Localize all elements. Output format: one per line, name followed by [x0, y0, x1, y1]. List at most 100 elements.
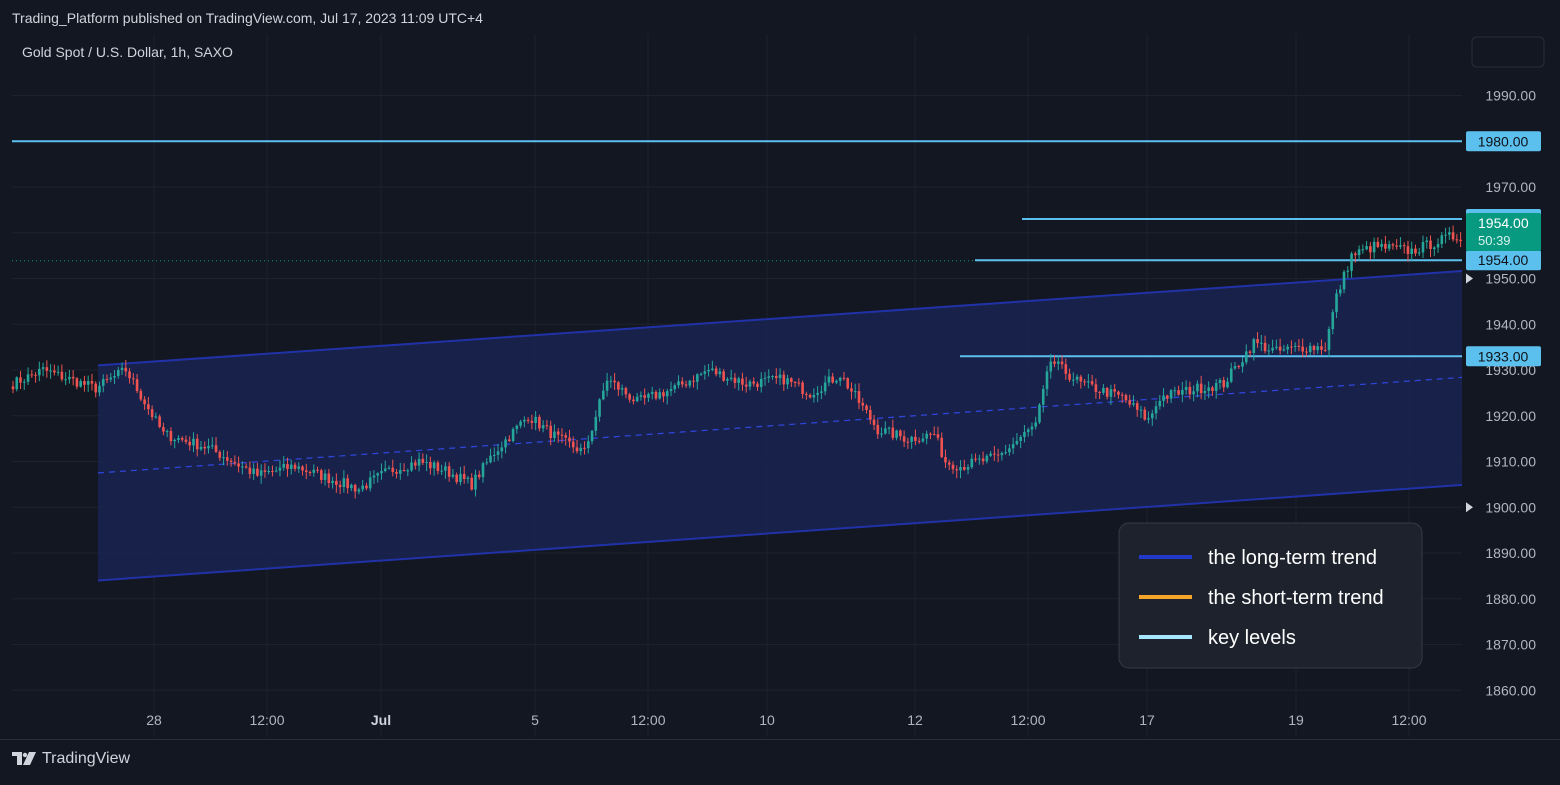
candle-body: [993, 453, 996, 455]
candle-body: [959, 467, 962, 471]
candle-body: [492, 454, 496, 456]
candle-body: [1041, 389, 1045, 405]
candle-body: [210, 445, 214, 447]
candle-body: [857, 391, 861, 403]
candle-body: [620, 388, 624, 390]
candle-body: [989, 453, 992, 456]
candle-body: [594, 416, 598, 431]
candle-body: [30, 374, 34, 376]
candle-body: [327, 473, 331, 484]
candle-body: [947, 462, 951, 465]
y-tick-label: 1860.00: [1485, 682, 1536, 698]
candle-body: [549, 425, 552, 438]
candle-body: [1387, 244, 1391, 249]
candle-body: [613, 380, 616, 383]
candle-body: [1354, 253, 1357, 256]
candle-body: [135, 379, 139, 392]
candle-body: [1188, 386, 1192, 395]
candle-body: [357, 489, 361, 492]
candle-body: [71, 376, 75, 379]
x-tick-label: 17: [1139, 712, 1155, 728]
candle-body: [899, 430, 902, 437]
candle-body: [1139, 409, 1143, 411]
candle-body: [162, 427, 165, 432]
candle-body: [109, 377, 113, 380]
candle-body: [850, 388, 853, 392]
candle-body: [304, 470, 308, 473]
candle-body: [143, 399, 146, 405]
tradingview-brand[interactable]: TradingView: [12, 750, 130, 768]
candle-body: [380, 470, 383, 474]
candle-body: [1271, 347, 1274, 351]
candle-body: [1000, 452, 1004, 456]
candle-body: [1290, 346, 1293, 348]
candle-body: [1169, 390, 1173, 399]
candle-body: [560, 434, 564, 436]
candle-body: [259, 470, 263, 476]
candle-body: [316, 469, 319, 471]
candle-body: [289, 464, 293, 470]
candle-body: [192, 438, 195, 446]
candle-body: [692, 380, 695, 382]
candle-body: [1124, 395, 1128, 401]
candle-body: [1312, 345, 1316, 351]
candle-body: [545, 425, 549, 427]
candle-body: [786, 378, 789, 385]
candle-body: [1402, 245, 1406, 247]
candle-body: [767, 376, 771, 378]
candle-body: [1045, 371, 1049, 390]
candle-body: [1301, 346, 1304, 352]
candle-body: [1184, 386, 1188, 390]
candle-body: [195, 438, 199, 450]
candle-body: [116, 370, 120, 377]
candle-body: [1331, 312, 1335, 330]
candle-body: [365, 485, 368, 489]
candle-body: [1056, 361, 1060, 364]
candles: [11, 225, 1560, 499]
candle-body: [831, 376, 834, 383]
candle-body: [699, 373, 703, 375]
candle-body: [635, 396, 639, 402]
candle-body: [312, 469, 316, 473]
candle-body: [1192, 391, 1195, 395]
y-tick-label: 1890.00: [1485, 545, 1536, 561]
candle-body: [64, 379, 67, 381]
candle-body: [53, 370, 56, 373]
candle-body: [1425, 240, 1429, 243]
candle-body: [602, 390, 605, 400]
candle-body: [665, 391, 669, 397]
candle-body: [1049, 361, 1053, 372]
candle-body: [274, 470, 278, 472]
candle-body: [331, 480, 334, 484]
candle-body: [1177, 390, 1180, 395]
candle-body: [38, 368, 41, 376]
candle-body: [1357, 249, 1361, 256]
candle-body: [361, 485, 364, 490]
candle-body: [1068, 373, 1071, 380]
candle-body: [985, 455, 989, 462]
candle-body: [782, 374, 786, 385]
candle-body: [113, 376, 116, 378]
candle-body: [1414, 248, 1417, 254]
candle-body: [1323, 349, 1327, 351]
candle-body: [628, 394, 631, 400]
candle-body: [402, 469, 406, 471]
candle-body: [462, 473, 466, 479]
candle-body: [335, 480, 338, 485]
candle-body: [1237, 366, 1241, 368]
y-tick-label: 1920.00: [1485, 408, 1536, 424]
candle-body: [895, 430, 898, 438]
candle-body: [816, 392, 819, 395]
candle-body: [1083, 381, 1086, 383]
candle-body: [1327, 329, 1331, 351]
y-tick-label: 1990.00: [1485, 88, 1536, 104]
brand-name: TradingView: [42, 750, 131, 767]
legend-label: key levels: [1208, 627, 1296, 649]
candle-body: [1297, 345, 1301, 347]
candle-body: [1064, 364, 1068, 374]
candle-body: [86, 381, 90, 385]
candle-body: [376, 473, 380, 476]
candle-body: [177, 437, 180, 440]
